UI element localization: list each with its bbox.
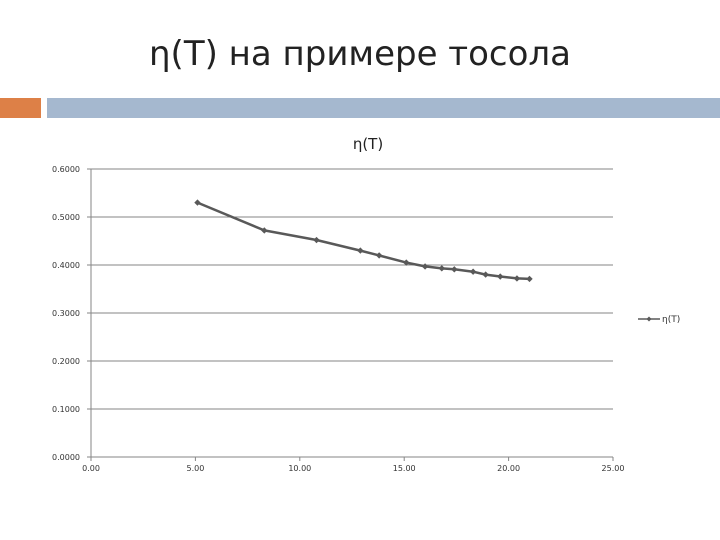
x-tick-label: 10.00	[288, 464, 311, 473]
chart-legend: η(T)	[638, 315, 680, 325]
data-point	[451, 266, 458, 273]
data-point	[375, 252, 383, 259]
chart-series	[194, 199, 533, 283]
y-tick-label: 0.3000	[52, 309, 80, 318]
legend-marker	[646, 316, 652, 322]
x-tick-label: 0.00	[82, 464, 100, 473]
data-point	[194, 199, 201, 206]
y-tick-label: 0.0000	[52, 453, 80, 462]
data-point	[469, 268, 477, 275]
data-point	[357, 247, 364, 254]
data-point	[261, 227, 268, 234]
y-tick-label: 0.4000	[52, 261, 80, 270]
series-line	[197, 201, 530, 281]
x-tick-label: 20.00	[497, 464, 520, 473]
data-point	[513, 275, 521, 282]
chart-axes: 0.0000 0.1000 0.2000 0.3000 0.4000 0.5000 0.60…	[52, 165, 624, 473]
y-tick-label: 0.5000	[52, 213, 80, 222]
accent-square	[0, 98, 41, 118]
chart-grid	[91, 168, 613, 458]
y-tick-label: 0.6000	[52, 165, 80, 174]
chart-title: η(T)	[353, 135, 383, 153]
data-point	[438, 265, 445, 272]
data-point	[482, 271, 489, 278]
y-tick-label: 0.2000	[52, 357, 80, 366]
slide-title: η(T) на примере тосола	[149, 34, 571, 74]
x-tick-label: 15.00	[393, 464, 416, 473]
data-point	[526, 275, 533, 283]
x-tick-label: 25.00	[602, 464, 625, 473]
data-point	[497, 273, 504, 280]
data-point	[403, 259, 410, 266]
legend-label: η(T)	[662, 315, 680, 325]
x-tick-label: 5.00	[186, 464, 204, 473]
accent-bar	[47, 98, 720, 118]
data-point	[421, 263, 429, 270]
y-tick-label: 0.1000	[52, 405, 80, 414]
data-point	[313, 236, 320, 244]
